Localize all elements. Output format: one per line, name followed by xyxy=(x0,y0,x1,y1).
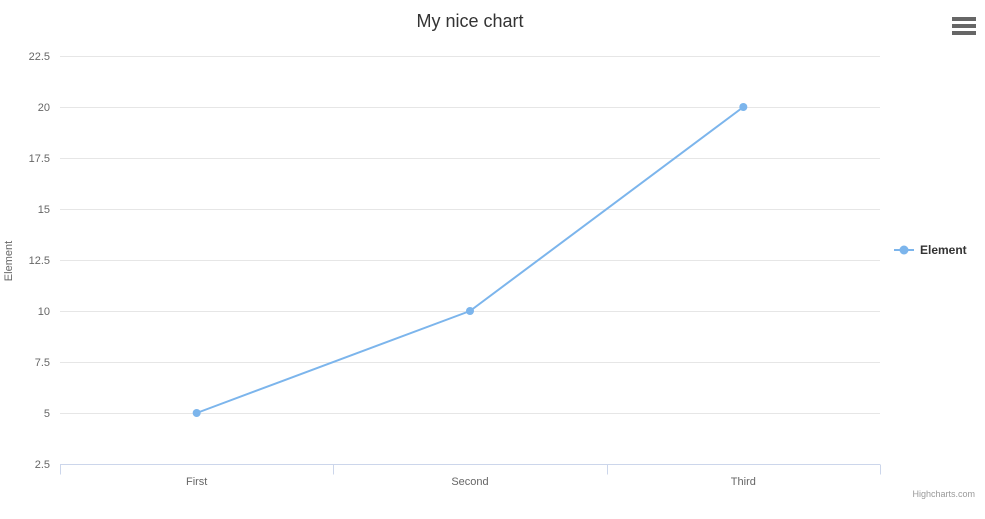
legend-line-marker-icon xyxy=(894,245,914,255)
data-point-marker[interactable] xyxy=(466,307,474,315)
legend-item-label: Element xyxy=(920,243,967,257)
chart-title: My nice chart xyxy=(416,11,524,31)
data-point-marker[interactable] xyxy=(192,409,201,417)
context-menu-button[interactable] xyxy=(949,14,979,38)
x-axis-category-label: Second xyxy=(451,476,488,488)
y-axis-tick-label: 17.5 xyxy=(29,153,50,165)
y-axis-tick-label: 20 xyxy=(38,102,50,114)
hamburger-icon xyxy=(952,17,976,35)
y-axis-tick-label: 5 xyxy=(44,408,50,420)
y-axis-tick-label: 7.5 xyxy=(35,357,50,369)
y-axis-tick-label: 15 xyxy=(38,204,50,216)
y-axis-tick-label: 12.5 xyxy=(29,255,50,267)
y-axis-title: Element xyxy=(3,240,15,282)
y-axis-tick-label: 10 xyxy=(38,306,50,318)
y-axis-tick-label: 22.5 xyxy=(29,51,50,63)
legend-item-element[interactable]: Element xyxy=(893,243,967,257)
x-axis-category-label: Third xyxy=(731,476,756,488)
x-axis-category-label: First xyxy=(186,476,207,488)
y-axis-tick-label: 2.5 xyxy=(35,459,50,471)
data-point-marker[interactable] xyxy=(739,103,748,111)
highcharts-credits-link[interactable]: Highcharts.com xyxy=(912,489,975,499)
